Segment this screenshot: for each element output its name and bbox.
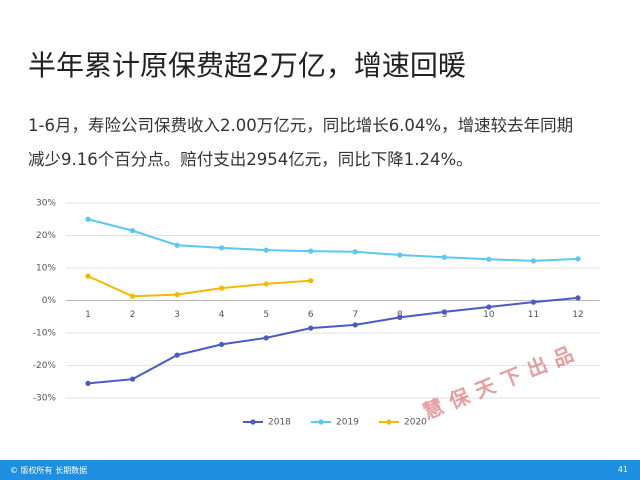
x-tick-label: 11 xyxy=(528,310,539,320)
legend-label: 2019 xyxy=(336,418,359,428)
page-number: 41 xyxy=(617,465,628,474)
data-point xyxy=(441,254,447,260)
data-point xyxy=(397,252,403,258)
data-point xyxy=(174,242,180,248)
legend-label: 2018 xyxy=(268,418,291,428)
legend-marker xyxy=(318,419,324,425)
data-point xyxy=(530,258,537,264)
x-tick-label: 2 xyxy=(130,310,136,320)
data-point xyxy=(263,281,269,287)
x-tick-label: 12 xyxy=(572,310,583,320)
data-point xyxy=(263,247,269,253)
data-point xyxy=(486,304,492,310)
title: 半年累计原保费超2万亿，增速回暖 xyxy=(28,49,466,82)
y-tick-label: 10% xyxy=(36,264,56,274)
x-tick-label: 6 xyxy=(308,310,314,320)
y-tick-label: -30% xyxy=(33,394,57,404)
data-point xyxy=(85,216,91,222)
data-point xyxy=(308,278,314,284)
data-point xyxy=(352,322,358,328)
data-point xyxy=(575,295,581,301)
x-tick-label: 5 xyxy=(263,310,269,320)
data-point xyxy=(129,293,136,299)
paragraph: 1-6月，寿险公司保费收入2.00万亿元，同比增长6.04%，增速较去年同期 xyxy=(28,116,574,135)
y-tick-label: -20% xyxy=(33,361,57,371)
data-point xyxy=(397,314,403,320)
data-point xyxy=(129,228,136,234)
series-line xyxy=(87,218,579,262)
y-tick-label: -10% xyxy=(33,329,57,339)
x-tick-label: 3 xyxy=(174,310,180,320)
data-point xyxy=(174,352,180,358)
data-point xyxy=(85,380,91,386)
legend-label: 2020 xyxy=(404,418,427,428)
y-tick-label: 30% xyxy=(36,199,56,209)
copyright: © 版权所有 长期数据 xyxy=(10,466,88,475)
data-point xyxy=(219,285,225,291)
data-point xyxy=(129,376,136,382)
series-line xyxy=(87,296,579,385)
x-tick-label: 10 xyxy=(483,310,495,320)
data-point xyxy=(486,256,492,262)
x-tick-label: 4 xyxy=(219,310,225,320)
data-point xyxy=(308,248,314,254)
x-tick-label: 9 xyxy=(441,310,447,320)
y-tick-label: 0% xyxy=(42,296,57,306)
x-tick-label: 7 xyxy=(352,310,358,320)
data-point xyxy=(352,249,358,255)
chart: -30%-20%-10%0%10%20%30%12345678910111220… xyxy=(33,199,600,428)
legend-marker xyxy=(250,419,256,425)
y-tick-label: 20% xyxy=(36,231,56,241)
data-point xyxy=(85,273,91,279)
footer: © 版权所有 长期数据 41 xyxy=(0,460,640,480)
data-point xyxy=(575,256,581,262)
paragraph: 减少9.16个百分点。赔付支出2954亿元，同比下降1.24%。 xyxy=(28,150,473,169)
data-point xyxy=(308,325,314,331)
data-point xyxy=(441,309,447,315)
data-point xyxy=(530,299,537,305)
data-point xyxy=(219,341,225,347)
legend-marker xyxy=(386,419,392,425)
series-line xyxy=(87,275,311,298)
x-tick-label: 1 xyxy=(85,310,91,320)
data-point xyxy=(174,292,180,298)
data-point xyxy=(219,245,225,251)
data-point xyxy=(263,335,269,341)
